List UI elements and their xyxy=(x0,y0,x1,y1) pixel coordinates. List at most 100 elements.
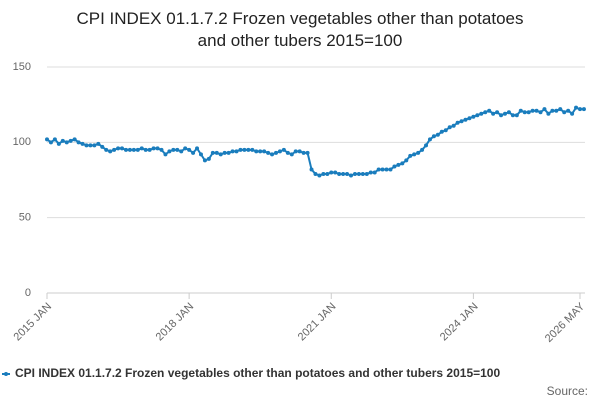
data-point xyxy=(88,143,93,148)
data-point xyxy=(341,171,346,176)
data-point xyxy=(530,108,535,113)
data-point xyxy=(483,110,488,115)
data-point xyxy=(226,150,231,155)
data-point xyxy=(301,150,306,155)
data-point xyxy=(270,152,275,157)
data-point xyxy=(48,140,53,145)
data-point xyxy=(368,170,373,175)
data-point xyxy=(388,167,393,172)
data-point xyxy=(408,153,413,158)
data-point xyxy=(447,125,452,130)
series-line xyxy=(46,106,584,177)
data-point xyxy=(285,150,290,155)
data-point xyxy=(159,147,164,152)
data-point xyxy=(439,129,444,134)
x-tick-label: 2015 JAN xyxy=(12,301,55,344)
x-tick-label: 2021 JAN xyxy=(296,301,339,344)
data-point xyxy=(151,146,156,151)
data-point xyxy=(534,108,539,113)
data-point xyxy=(84,143,89,148)
data-point xyxy=(526,110,531,115)
data-point xyxy=(202,158,207,163)
data-point xyxy=(281,147,286,152)
data-point xyxy=(364,171,369,176)
data-point xyxy=(491,111,496,116)
data-point xyxy=(76,140,81,145)
data-point xyxy=(92,143,97,148)
data-point xyxy=(487,108,492,113)
data-point xyxy=(554,108,559,113)
data-point xyxy=(412,152,417,157)
data-point xyxy=(206,156,211,161)
x-tick-label: 2018 JAN xyxy=(154,301,197,344)
data-point xyxy=(443,128,448,133)
data-point xyxy=(514,113,519,118)
data-point xyxy=(376,167,381,172)
y-tick-label: 50 xyxy=(19,212,31,224)
y-tick-label: 0 xyxy=(25,287,31,299)
data-point xyxy=(574,105,579,110)
data-point xyxy=(127,147,132,152)
data-point xyxy=(187,147,192,152)
data-point xyxy=(214,150,219,155)
data-point xyxy=(455,120,460,125)
data-point xyxy=(262,149,267,154)
data-point xyxy=(546,111,551,116)
data-point xyxy=(191,150,196,155)
data-point xyxy=(195,146,200,151)
data-point xyxy=(52,137,57,142)
data-point xyxy=(289,152,294,157)
data-point xyxy=(502,111,507,116)
data-point xyxy=(68,138,73,143)
data-point xyxy=(392,164,397,169)
data-point xyxy=(352,171,357,176)
data-point xyxy=(210,150,215,155)
data-point xyxy=(542,107,547,112)
y-tick-label: 100 xyxy=(13,136,31,148)
legend: CPI INDEX 01.1.7.2 Frozen vegetables oth… xyxy=(2,366,500,380)
y-tick-label: 150 xyxy=(13,61,31,73)
data-point xyxy=(562,110,567,115)
data-point xyxy=(570,111,575,116)
data-point xyxy=(234,149,239,154)
data-point xyxy=(242,147,247,152)
data-point xyxy=(471,114,476,119)
data-point xyxy=(112,147,117,152)
data-point xyxy=(538,110,543,115)
data-point xyxy=(309,167,314,172)
data-point xyxy=(96,141,101,146)
data-point xyxy=(578,107,582,112)
chart-title: CPI INDEX 01.1.7.2 Frozen vegetables oth… xyxy=(76,9,524,50)
data-point xyxy=(60,138,65,143)
data-point xyxy=(250,147,255,152)
data-point xyxy=(463,117,468,122)
data-point xyxy=(167,149,172,154)
data-point xyxy=(566,108,571,113)
data-point xyxy=(349,173,354,178)
data-point xyxy=(550,108,555,113)
data-point xyxy=(120,146,125,151)
x-tick-label: 2026 MAY xyxy=(543,300,588,345)
data-point xyxy=(360,171,365,176)
data-point xyxy=(313,171,318,176)
data-point xyxy=(475,113,480,118)
data-point xyxy=(581,107,586,112)
data-point xyxy=(163,152,168,157)
data-point xyxy=(254,149,259,154)
legend-swatch-dot xyxy=(4,372,8,376)
data-point xyxy=(266,150,271,155)
data-point xyxy=(56,141,61,146)
data-point xyxy=(499,113,504,118)
data-point xyxy=(171,147,176,152)
data-point xyxy=(123,147,128,152)
data-point xyxy=(230,149,235,154)
data-point xyxy=(277,149,282,154)
x-tick-label: 2024 JAN xyxy=(438,301,481,344)
data-point xyxy=(273,150,278,155)
data-point xyxy=(325,171,330,176)
data-point xyxy=(451,123,456,128)
data-point xyxy=(116,146,121,151)
data-point xyxy=(131,147,136,152)
legend-label: CPI INDEX 01.1.7.2 Frozen vegetables oth… xyxy=(15,366,500,380)
data-point xyxy=(183,146,188,151)
